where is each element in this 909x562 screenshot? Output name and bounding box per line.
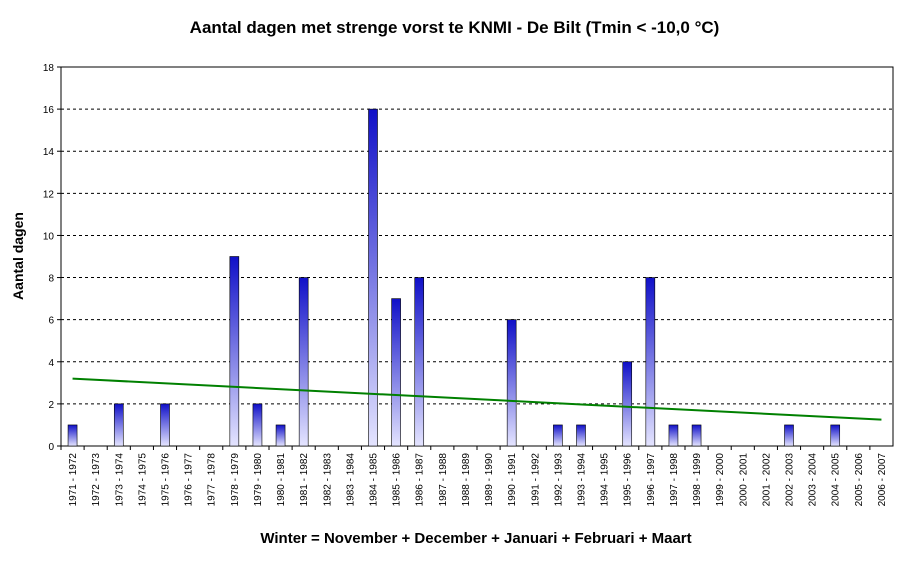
bar [691,424,702,447]
bar [160,403,170,447]
x-tick-label: 2003 - 2004 [808,453,819,507]
bar [414,277,425,447]
x-tick-label: 1986 - 1987 [415,453,426,507]
x-tick-label: 1989 - 1990 [484,453,495,507]
x-tick-label: 1987 - 1988 [438,453,449,507]
x-tick-label: 1997 - 1998 [669,453,680,507]
x-tick-label: 1988 - 1989 [461,453,472,507]
x-tick-label: 1980 - 1981 [276,453,287,507]
x-tick-label: 1996 - 1997 [646,453,657,507]
x-tick-label: 1994 - 1995 [600,453,611,507]
x-tick-label: 1999 - 2000 [715,453,726,507]
y-tick-label: 0 [48,442,54,453]
x-tick-label: 1992 - 1993 [553,453,564,507]
y-axis-label: Aantal dagen [10,212,26,300]
x-tick-label: 1972 - 1973 [91,453,102,507]
bar [252,403,263,447]
y-tick-label: 10 [43,231,55,242]
y-tick-label: 16 [43,105,55,116]
x-tick-label: 2001 - 2002 [761,453,772,507]
x-tick-label: 1982 - 1983 [322,453,333,507]
bar [368,108,378,447]
bar [113,403,124,447]
bar [391,298,401,447]
y-tick-label: 14 [43,147,55,158]
bar [576,424,586,447]
bar [645,277,656,447]
x-tick-label: 1975 - 1976 [161,453,172,507]
bar [506,319,517,447]
bar [668,424,679,447]
x-tick-label: 1984 - 1985 [369,453,380,507]
x-tick-label: 2006 - 2007 [877,453,888,507]
y-tick-label: 8 [48,274,54,285]
bar [275,424,286,447]
x-tick-label: 1973 - 1974 [114,453,125,507]
trendline [72,377,882,421]
x-axis-label: Winter = November + December + Januari +… [260,530,692,547]
bar [784,424,794,447]
y-tick-label: 18 [43,63,55,74]
chart-title: Aantal dagen met strenge vorst te KNMI -… [189,18,720,37]
x-tick-label: 1983 - 1984 [345,453,356,507]
bar [622,361,633,447]
x-tick-label: 1981 - 1982 [299,453,310,507]
x-tick-label: 2004 - 2005 [831,453,842,507]
x-tick-label: 1991 - 1992 [530,453,541,507]
x-tick-label: 1977 - 1978 [207,453,218,507]
bar [298,277,309,447]
x-tick-label: 1971 - 1972 [68,453,79,507]
x-tick-label: 1995 - 1996 [623,453,634,507]
x-tick-label: 1979 - 1980 [253,453,264,507]
bar [830,424,841,447]
y-tick-label: 2 [48,400,54,411]
x-tick-label: 1985 - 1986 [392,453,403,507]
plot-border [60,66,894,447]
bar [553,424,563,447]
x-tick-label: 1990 - 1991 [507,453,518,507]
x-tick-label: 1976 - 1977 [184,453,195,507]
y-tick-label: 4 [48,358,54,369]
x-tick-label: 1998 - 1999 [692,453,703,507]
x-tick-label: 1978 - 1979 [230,453,241,507]
x-tick-label: 2005 - 2006 [854,453,865,507]
bar [229,256,240,447]
x-tick-label: 1993 - 1994 [577,453,588,507]
x-tick-label: 1974 - 1975 [137,453,148,507]
x-tick-label: 2002 - 2003 [785,453,796,507]
y-tick-label: 6 [48,316,54,327]
bar [67,424,78,447]
x-tick-label: 2000 - 2001 [738,453,749,507]
y-tick-label: 12 [43,189,55,200]
